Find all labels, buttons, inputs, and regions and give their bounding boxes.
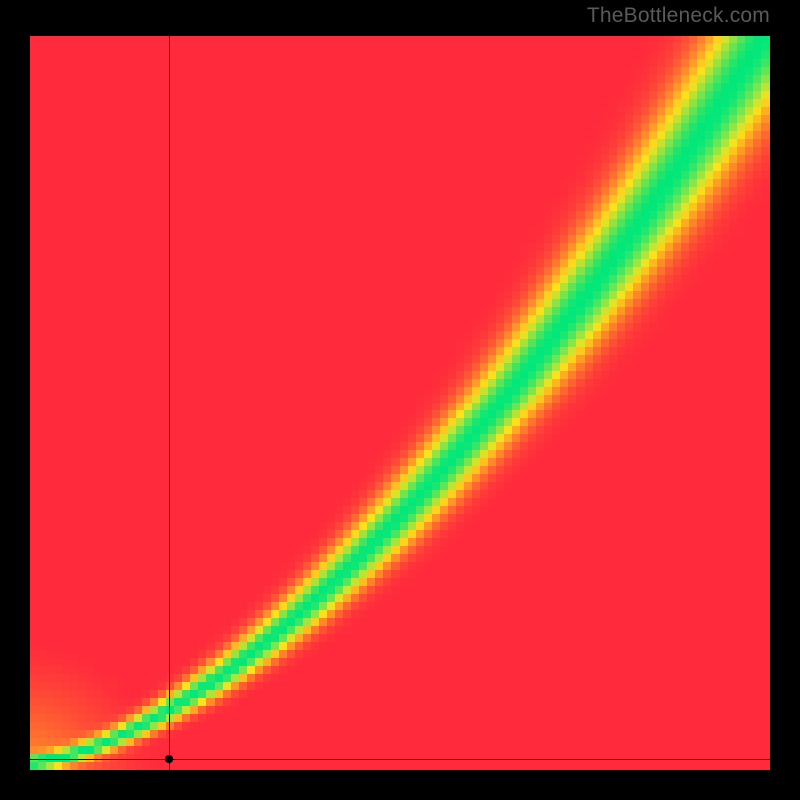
crosshair-marker xyxy=(164,754,174,764)
plot-area xyxy=(30,36,770,770)
crosshair-vertical xyxy=(169,36,170,770)
bottleneck-heatmap xyxy=(30,36,770,770)
watermark-text: TheBottleneck.com xyxy=(587,4,770,28)
chart-container: TheBottleneck.com xyxy=(0,0,800,800)
crosshair-horizontal xyxy=(30,759,770,760)
